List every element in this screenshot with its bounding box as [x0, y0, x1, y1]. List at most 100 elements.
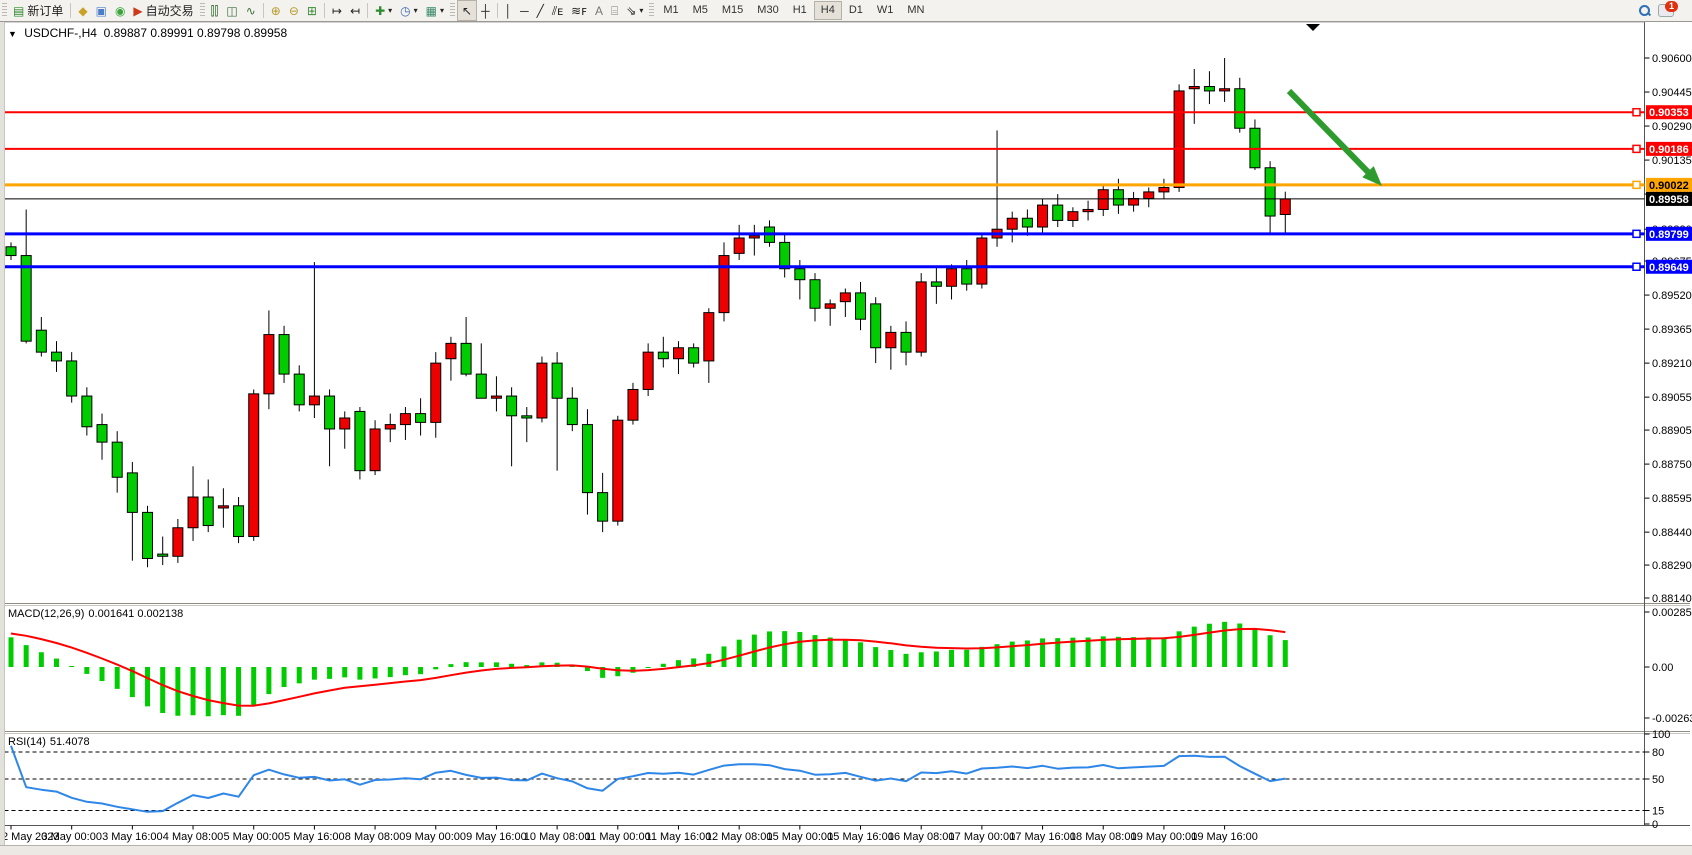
macd-indicator-label: MACD(12,26,9) 0.001641 0.002138 [8, 608, 187, 620]
timeframe-button-D1[interactable]: D1 [848, 4, 863, 16]
macd-histogram-bar [1055, 638, 1061, 667]
resistance-line-1-handle[interactable] [1632, 107, 1641, 117]
candle-body-bull [1006, 217, 1018, 230]
macd-histogram-bar [933, 651, 939, 667]
macd-histogram-bar [236, 667, 242, 716]
time-label: 9 May 16:00 [466, 831, 527, 843]
candle-body-bear [581, 424, 593, 494]
macd-histogram-bar [797, 632, 803, 667]
rsi-tick-label: 80 [1652, 747, 1664, 759]
candle-body-bull [1188, 86, 1200, 90]
bar-chart-icon: ⫿⫿ [210, 3, 219, 18]
candle-body-bear [506, 395, 518, 417]
vertical-line-tool-button[interactable]: │ [501, 1, 517, 20]
pivot-line-orange-price-badge [1646, 177, 1692, 192]
rsi-current-value: 51.4078 [49, 736, 90, 748]
chart-shift-button[interactable]: ↤ [346, 1, 364, 20]
chart-menu-caret-icon[interactable]: ▼ [8, 29, 17, 39]
macd-histogram-bar [114, 667, 120, 689]
support-line-1-handle[interactable] [1632, 229, 1641, 239]
candlestick-chart-button[interactable]: ◫ [222, 1, 241, 20]
chart-canvas[interactable]: 0.906000.904450.902900.901350.899800.898… [0, 21, 1692, 855]
time-label: 3 May 00:00 [41, 831, 102, 843]
search-button[interactable] [1635, 1, 1654, 20]
terminal-button[interactable]: ▣ [92, 1, 111, 20]
timeframe-button-H1[interactable]: H1 [792, 4, 807, 16]
macd-histogram-bar [493, 662, 499, 667]
auto-scroll-button[interactable]: ↦ [328, 1, 346, 20]
candle-body-bull [248, 393, 260, 538]
candle-body-bear [1112, 189, 1124, 206]
macd-histogram-bar [660, 663, 666, 667]
candle-body-bull [339, 417, 351, 430]
macd-histogram-bar [979, 646, 985, 667]
zoom-out-button[interactable]: ⊖ [285, 1, 303, 20]
trend-arrow-head[interactable] [1362, 166, 1382, 186]
macd-histogram-bar [281, 667, 287, 688]
bar-chart-button[interactable]: ⫿⫿ [207, 1, 223, 20]
candle-body-bull [976, 237, 988, 285]
zoom-in-icon: ⊕ [270, 3, 281, 18]
chart-title-overlay: ▼ USDCHF-,H4 0.89887 0.89991 0.89798 0.8… [8, 26, 287, 40]
candle-body-bull [885, 331, 897, 349]
rsi-indicator-label: RSI(14) 51.4078 [8, 736, 94, 748]
time-label: 15 May 00:00 [767, 831, 834, 843]
timeframe-button-W1[interactable]: W1 [876, 4, 894, 16]
macd-histogram-bar [767, 631, 772, 667]
macd-histogram-bar [418, 667, 424, 675]
zoom-in-button[interactable]: ⊕ [267, 1, 285, 20]
time-label: 11 May 00:00 [585, 831, 651, 843]
templates-icon: ▦ [425, 3, 437, 18]
timeframe-button-M1[interactable]: M1 [663, 4, 679, 16]
candle-body-bull [384, 424, 396, 430]
macd-histogram-bar [357, 667, 363, 680]
price-tick-label: 0.88595 [1652, 493, 1692, 505]
autotrading-button[interactable]: ▶ 自动交易 [129, 1, 197, 20]
macd-histogram-bar [1161, 637, 1167, 667]
candle-body-bull [839, 292, 851, 303]
fibonacci-tool-button[interactable]: ≋ꜰ [567, 1, 591, 20]
candle-body-bear [278, 334, 290, 375]
trendline-tool-button[interactable]: ╱ [533, 1, 548, 20]
tile-windows-button[interactable]: ⊞ [303, 1, 321, 20]
metaeditor-button[interactable]: ◆ [74, 1, 91, 20]
macd-histogram-bar [220, 667, 226, 716]
new-order-button[interactable]: ▤ 新订单 [9, 1, 67, 20]
channel-tool-button[interactable]: ⫽ᴇ [548, 1, 567, 20]
support-line-2-handle[interactable] [1632, 262, 1641, 272]
trend-arrow-annotation[interactable] [1286, 88, 1371, 175]
text-label-tool-button[interactable]: ⌸ [607, 1, 622, 20]
resistance-line-2-handle[interactable] [1632, 144, 1641, 154]
candle-body-bull [1097, 189, 1109, 210]
timeframe-button-H4[interactable]: H4 [813, 1, 842, 20]
timeframe-button-M5[interactable]: M5 [692, 4, 708, 16]
candle-body-bull [369, 428, 381, 472]
macd-histogram-bar [539, 662, 545, 667]
cursor-tool-button[interactable]: ↖ [457, 0, 478, 21]
timeframe-button-MN[interactable]: MN [907, 4, 925, 16]
horizontal-line-tool-button[interactable]: ─ [516, 1, 533, 20]
crosshair-tool-button[interactable]: ┼ [477, 1, 494, 20]
signals-button[interactable]: ◉ [111, 1, 129, 20]
indicators-button[interactable]: ✚ ▾ [371, 1, 396, 20]
candle-body-bear [126, 472, 138, 513]
pivot-line-orange-handle[interactable] [1632, 180, 1641, 190]
chart-shift-marker[interactable] [1306, 24, 1320, 31]
text-tool-button[interactable]: A [591, 1, 607, 20]
periods-button[interactable]: ◷ ▾ [396, 1, 422, 20]
arrows-tool-button[interactable]: ⇘ ▾ [622, 1, 647, 20]
templates-button[interactable]: ▦ ▾ [422, 1, 448, 20]
macd-histogram-bar [1252, 627, 1258, 667]
notifications-button[interactable]: 1 [1654, 1, 1678, 20]
macd-histogram-bar [54, 658, 60, 667]
crosshair-icon: ┼ [481, 3, 490, 18]
time-label: 8 May 08:00 [345, 831, 406, 843]
new-order-label: 新订单 [27, 4, 64, 18]
timeframe-button-M30[interactable]: M30 [757, 4, 779, 16]
line-chart-button[interactable]: ∿ [242, 1, 260, 20]
macd-histogram-bar [888, 650, 894, 667]
toolbar-separator [323, 3, 325, 18]
chart-background[interactable] [4, 22, 1645, 826]
timeframe-button-M15[interactable]: M15 [721, 4, 744, 16]
candle-body-bull [915, 281, 927, 353]
